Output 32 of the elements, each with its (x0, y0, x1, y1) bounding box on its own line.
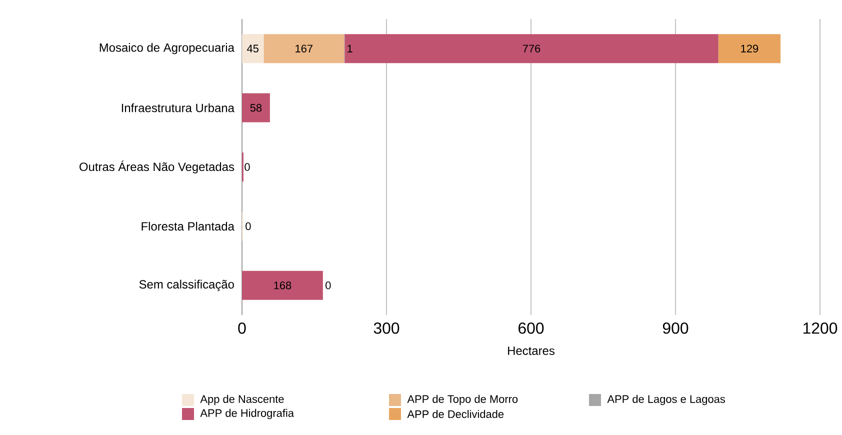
bar (242, 93, 270, 122)
y-tick-label: Mosaico de Agropecuaria (100, 43, 234, 54)
x-tick-label: 900 (662, 322, 688, 334)
legend-label: APP de Topo de Morro (407, 394, 518, 406)
data-label: 167 (296, 44, 312, 52)
bar (264, 34, 344, 64)
bar (344, 34, 718, 64)
legend-label: APP de Hidrografia (200, 408, 294, 420)
bar (242, 34, 264, 64)
x-tick-label: 1200 (803, 322, 838, 334)
y-tick-label: Floresta Plantada (142, 222, 234, 231)
y-tick-label: Outras Áreas Não Vegetadas (80, 160, 234, 174)
data-label: 0 (244, 163, 250, 171)
data-label: 58 (250, 104, 262, 112)
data-label: 776 (522, 44, 540, 52)
y-tick-label: Sem calssificação (139, 280, 234, 291)
bar (242, 270, 323, 300)
data-label: 0 (246, 222, 251, 230)
data-label: 129 (741, 44, 758, 52)
data-label: 168 (274, 282, 292, 290)
y-tick-label: Infraestrutura Urbana (122, 103, 234, 112)
legend-label: APP de Declividade (407, 410, 504, 418)
legend-label: APP de Lagos e Lagoas (607, 394, 725, 406)
bar (718, 34, 781, 64)
data-label: 1 (348, 44, 352, 52)
data-label: 45 (246, 44, 258, 52)
x-axis-title: Hectares (508, 346, 554, 355)
x-tick-label: 300 (374, 322, 400, 334)
legend-label: App de Nascente (200, 394, 284, 406)
x-tick-label: 0 (238, 322, 246, 334)
data-label: 0 (326, 282, 331, 290)
x-tick-label: 600 (518, 322, 544, 334)
